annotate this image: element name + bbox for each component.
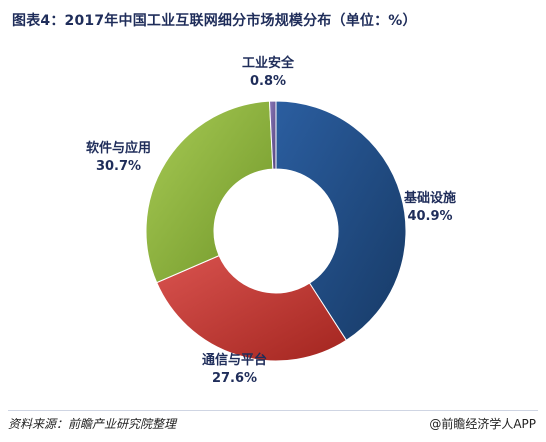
label-software-app-value: 30.7% bbox=[95, 159, 142, 174]
label-industrial-security-value: 0.8% bbox=[249, 74, 287, 89]
chart-title: 图表4：2017年中国工业互联网细分市场规模分布（单位：%） bbox=[12, 13, 417, 29]
label-industrial-security-name: 工业安全 bbox=[242, 56, 295, 71]
watermark: @前瞻经济学人APP bbox=[429, 417, 536, 431]
footer-divider bbox=[8, 410, 538, 411]
label-comm-platform-value: 27.6% bbox=[211, 371, 258, 386]
label-software-app-name: 软件与应用 bbox=[86, 141, 152, 156]
label-infrastructure-name: 基础设施 bbox=[404, 191, 457, 206]
label-infrastructure: 基础设施 40.9% bbox=[404, 190, 456, 226]
label-software-app: 软件与应用 30.7% bbox=[86, 140, 151, 176]
label-industrial-security: 工业安全 0.8% bbox=[242, 55, 294, 91]
label-comm-platform: 通信与平台 27.6% bbox=[202, 352, 267, 388]
label-comm-platform-name: 通信与平台 bbox=[202, 353, 268, 368]
donut-hole bbox=[214, 169, 338, 293]
label-infrastructure-value: 40.9% bbox=[407, 209, 453, 224]
source-note: 资料来源：前瞻产业研究院整理 bbox=[8, 417, 177, 431]
